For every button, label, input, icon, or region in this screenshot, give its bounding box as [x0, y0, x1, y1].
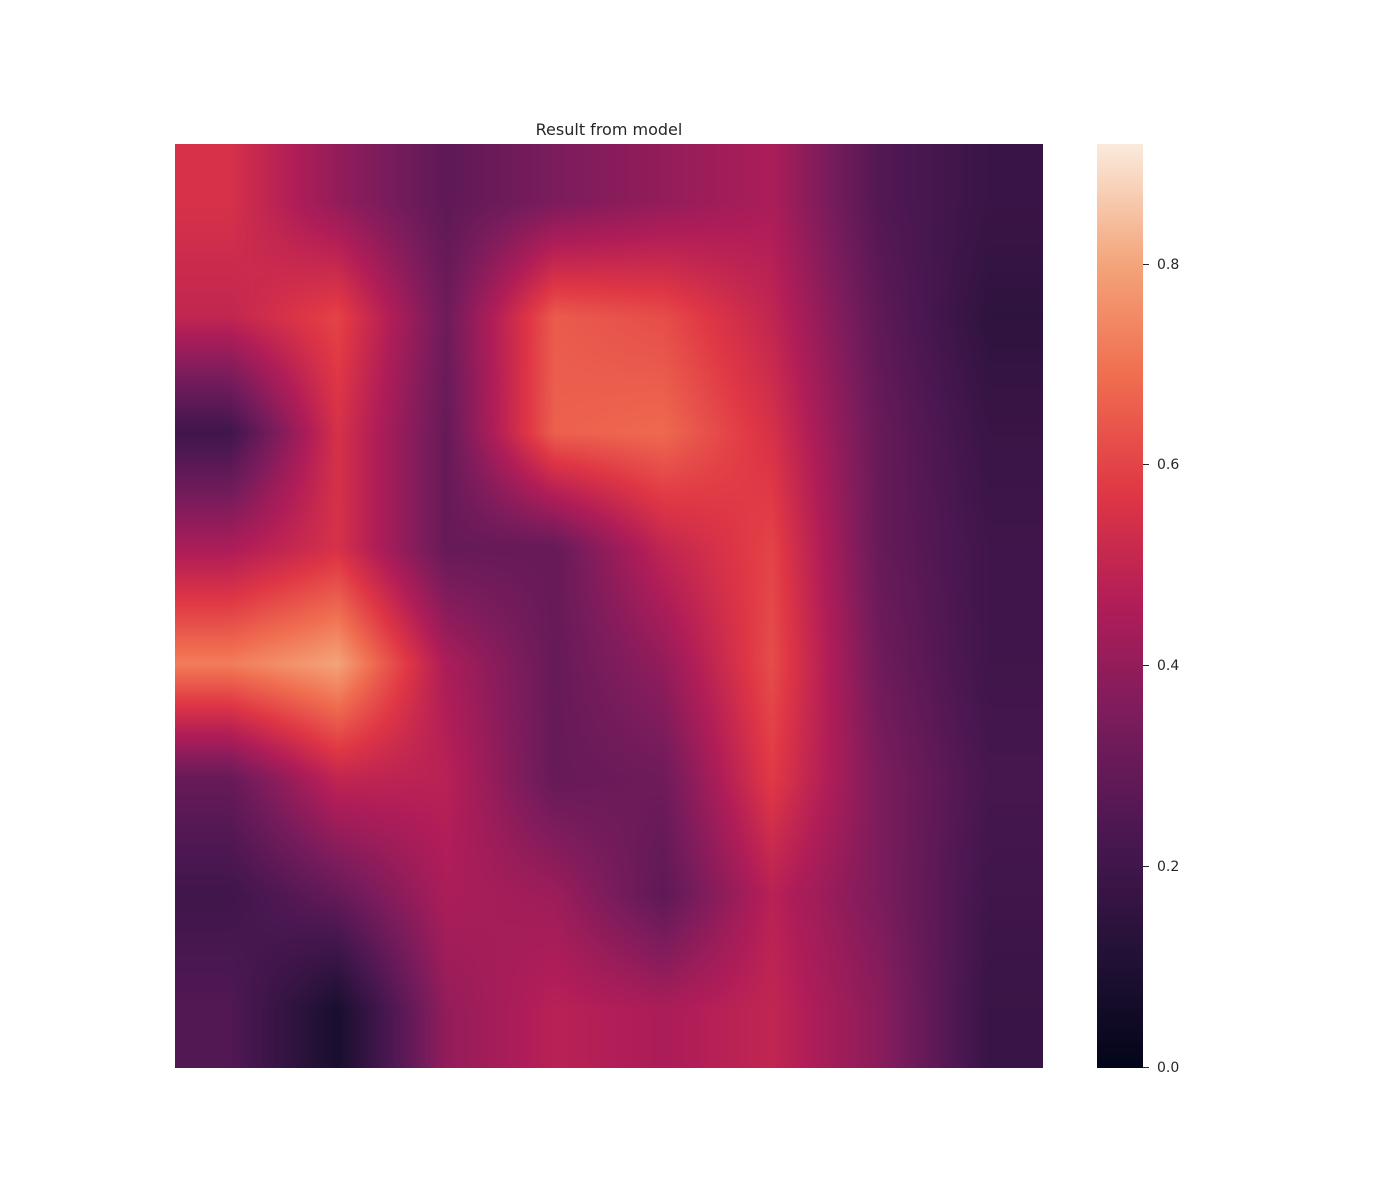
colorbar-tick-mark [1143, 665, 1149, 666]
colorbar-tick-label: 0.6 [1157, 456, 1179, 474]
colorbar-tick-label: 0.4 [1157, 657, 1179, 675]
colorbar [1097, 144, 1143, 1068]
colorbar-tick-mark [1143, 264, 1149, 265]
colorbar-tick-label: 0.8 [1157, 256, 1179, 274]
colorbar-tick-label: 0.2 [1157, 858, 1179, 876]
colorbar-tick-mark [1143, 866, 1149, 867]
colorbar-tick-label: 0.0 [1157, 1059, 1179, 1077]
heatmap-cells [175, 144, 1043, 1068]
chart-title: Result from model [175, 120, 1043, 140]
colorbar-axis: 0.0 0.2 0.4 0.6 0.8 [1143, 144, 1223, 1068]
colorbar-tick-mark [1143, 1067, 1149, 1068]
colorbar-tick-mark [1143, 464, 1149, 465]
